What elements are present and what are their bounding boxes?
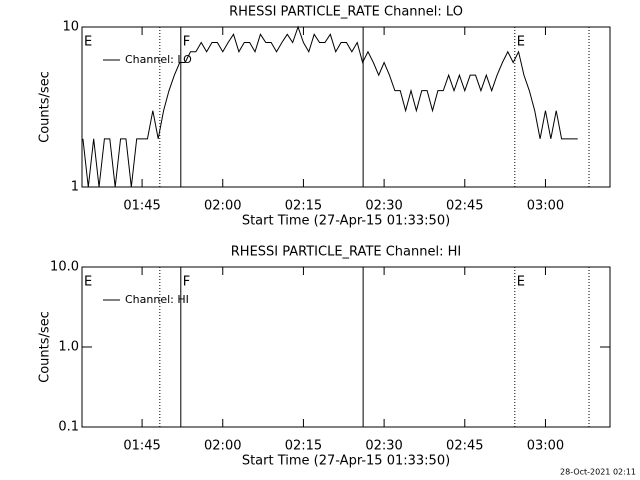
data-line xyxy=(82,25,578,188)
x-axis-label: Start Time (27-Apr-15 01:33:50) xyxy=(242,454,450,469)
y-tick-label: 1.0 xyxy=(58,340,79,355)
x-tick-label: 02:30 xyxy=(365,199,402,214)
y-tick-label: 10.0 xyxy=(50,260,79,275)
x-tick-label: 02:30 xyxy=(365,439,402,454)
y-tick-label: 1 xyxy=(71,180,79,195)
y-axis-label: Counts/sec xyxy=(38,71,53,143)
x-tick-label: 03:00 xyxy=(527,439,564,454)
marker-label: E xyxy=(84,35,92,50)
x-tick-label: 01:45 xyxy=(123,199,160,214)
marker-label: F xyxy=(183,35,190,50)
marker-label: E xyxy=(517,275,525,290)
x-tick-label: 02:45 xyxy=(446,439,483,454)
marker-label: E xyxy=(84,275,92,290)
y-tick-label: 0.1 xyxy=(58,420,79,435)
x-tick-label: 02:45 xyxy=(446,199,483,214)
x-tick-label: 02:00 xyxy=(204,199,241,214)
x-tick-label: 02:00 xyxy=(204,439,241,454)
chart-title: RHESSI PARTICLE_RATE Channel: LO xyxy=(229,5,463,20)
y-axis-label: Counts/sec xyxy=(38,311,53,383)
x-tick-label: 01:45 xyxy=(123,439,160,454)
legend-label: Channel: LO xyxy=(125,53,192,66)
x-tick-label: 02:15 xyxy=(285,439,322,454)
marker-label: E xyxy=(517,35,525,50)
x-tick-label: 03:00 xyxy=(527,199,564,214)
y-tick-label: 10 xyxy=(62,20,79,35)
footer: 28-Oct-2021 02:11 xyxy=(560,468,636,477)
x-axis-label: Start Time (27-Apr-15 01:33:50) xyxy=(242,214,450,229)
marker-label: F xyxy=(183,275,190,290)
legend-label: Channel: HI xyxy=(125,293,189,306)
x-tick-label: 02:15 xyxy=(285,199,322,214)
chart-title: RHESSI PARTICLE_RATE Channel: HI xyxy=(231,245,461,260)
